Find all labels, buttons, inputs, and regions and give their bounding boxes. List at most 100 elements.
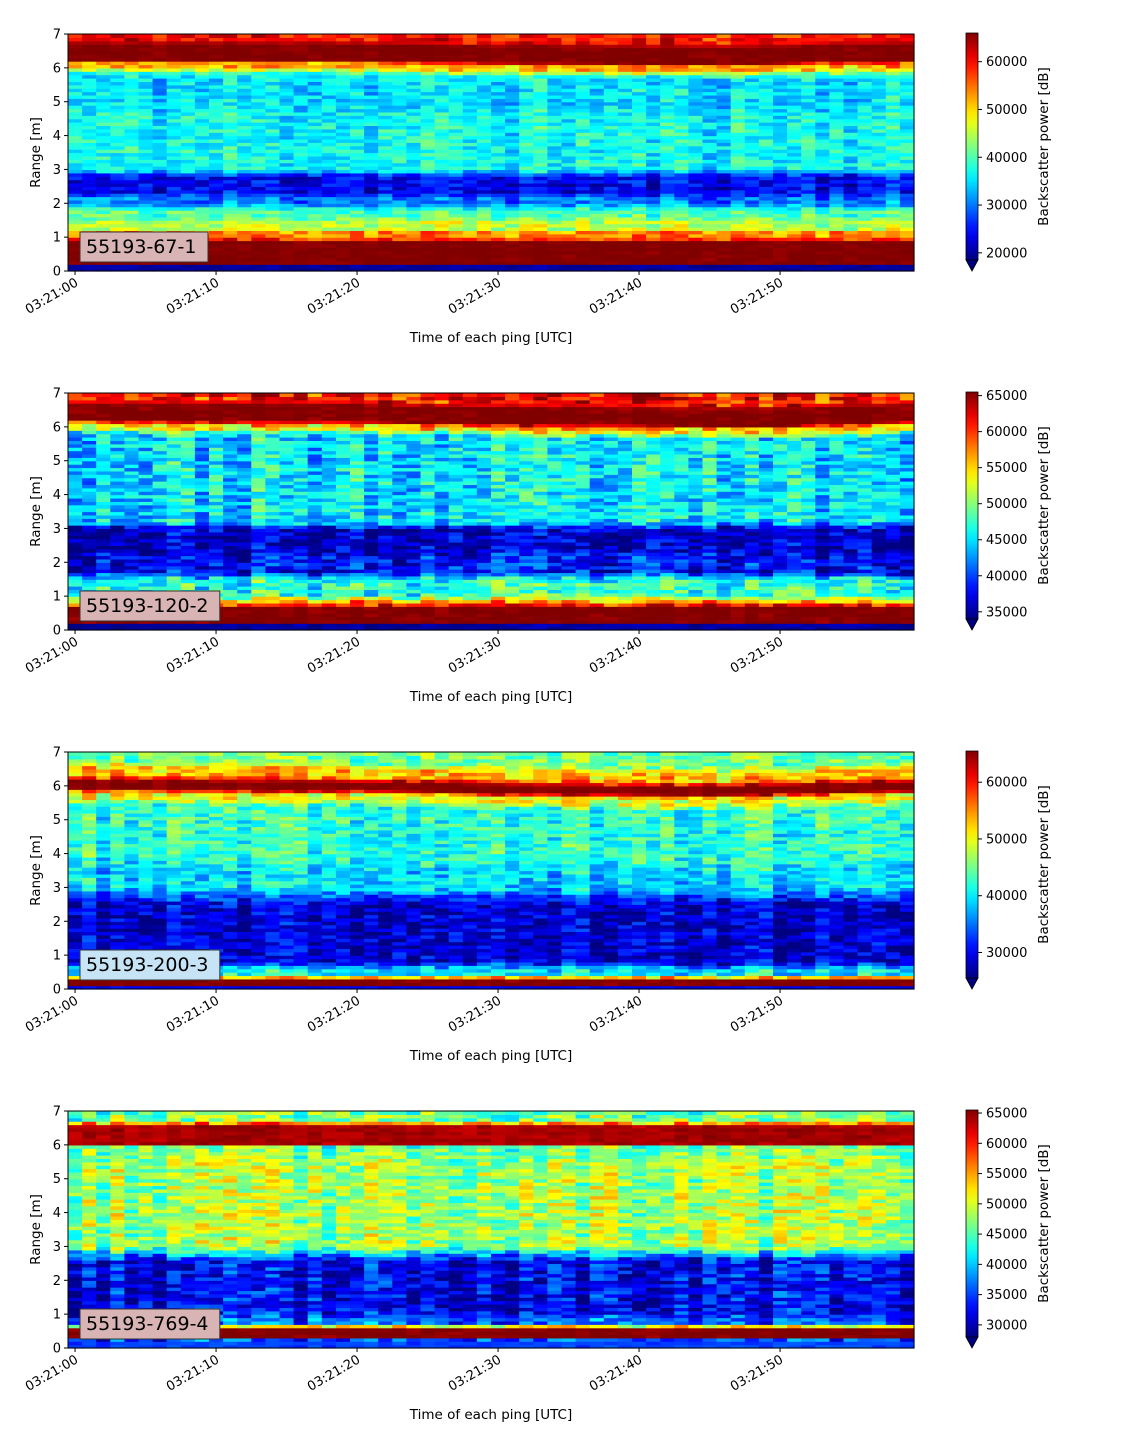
heatmap-cell	[787, 78, 802, 82]
heatmap-cell	[801, 166, 816, 171]
heatmap-cell	[448, 220, 464, 225]
heatmap-cell	[688, 128, 704, 133]
heatmap-cell	[476, 176, 492, 181]
heatmap-cell	[392, 240, 407, 245]
heatmap-cell	[406, 260, 422, 265]
heatmap-cell	[209, 169, 224, 174]
heatmap-cell	[829, 61, 845, 66]
heatmap-cell	[603, 199, 619, 204]
heatmap-cell	[674, 122, 689, 127]
heatmap-cell	[871, 233, 887, 238]
heatmap-cell	[857, 179, 873, 184]
heatmap-cell	[321, 189, 337, 194]
heatmap-cell	[152, 145, 168, 150]
heatmap-cell	[829, 115, 845, 120]
heatmap-cell	[589, 111, 605, 116]
heatmap-cell	[68, 54, 83, 59]
heatmap-cell	[632, 142, 647, 147]
heatmap-cell	[744, 64, 760, 69]
heatmap-cell	[96, 54, 111, 59]
heatmap-cell	[519, 40, 534, 45]
heatmap-cell	[688, 101, 704, 106]
heatmap-cell	[815, 115, 830, 120]
heatmap-cell	[251, 67, 266, 72]
heatmap-cell	[364, 149, 379, 154]
heatmap-cell	[209, 81, 224, 86]
heatmap-cell	[660, 149, 675, 154]
heatmap-cell	[857, 243, 873, 248]
heatmap-cell	[138, 206, 154, 211]
heatmap-cell	[462, 203, 478, 208]
heatmap-cell	[589, 155, 605, 160]
heatmap-cell	[899, 250, 915, 255]
heatmap-cell	[660, 243, 675, 248]
heatmap-cell	[519, 115, 534, 120]
heatmap-cell	[237, 186, 252, 191]
heatmap-cell	[688, 71, 704, 76]
heatmap-cell	[646, 172, 661, 177]
heatmap-cell	[434, 166, 450, 171]
heatmap-cell	[519, 213, 534, 218]
heatmap-cell	[702, 122, 718, 127]
heatmap-cell	[279, 152, 295, 157]
heatmap-cell	[660, 166, 675, 171]
heatmap-cell	[448, 149, 464, 154]
heatmap-cell	[350, 247, 365, 252]
heatmap-cell	[392, 44, 407, 49]
heatmap-cell	[857, 101, 873, 106]
heatmap-cell	[223, 189, 238, 194]
heatmap-cell	[674, 186, 689, 191]
heatmap-cell	[293, 91, 309, 96]
heatmap-cell	[885, 91, 901, 96]
heatmap-cell	[589, 149, 605, 154]
heatmap-cell	[68, 37, 83, 42]
heatmap-cell	[575, 260, 591, 265]
heatmap-cell	[547, 91, 563, 96]
heatmap-cell	[223, 149, 238, 154]
heatmap-cell	[519, 142, 534, 147]
heatmap-cell	[279, 226, 295, 231]
heatmap-cell	[857, 88, 873, 93]
heatmap-cell	[575, 132, 591, 137]
heatmap-cell	[674, 78, 689, 82]
heatmap-cell	[279, 182, 295, 187]
heatmap-cell	[420, 179, 436, 184]
heatmap-cell	[138, 74, 154, 79]
heatmap-cell	[420, 71, 436, 76]
heatmap-cell	[575, 54, 591, 59]
heatmap-cell	[843, 230, 859, 235]
heatmap-cell	[843, 159, 859, 164]
heatmap-cell	[265, 162, 281, 167]
heatmap-cell	[237, 44, 252, 49]
heatmap-cell	[251, 84, 266, 89]
heatmap-cell	[730, 267, 746, 272]
heatmap-cell	[392, 206, 407, 211]
heatmap-cell	[335, 199, 351, 204]
heatmap-cell	[589, 223, 605, 228]
heatmap-cell	[180, 149, 196, 154]
heatmap-cell	[829, 193, 845, 198]
heatmap-cell	[815, 81, 830, 86]
heatmap-cell	[547, 237, 563, 242]
heatmap-cell	[505, 122, 520, 127]
heatmap-cell	[378, 128, 393, 133]
heatmap-cell	[124, 149, 140, 154]
heatmap-cell	[716, 94, 732, 99]
heatmap-cell	[505, 243, 520, 248]
heatmap-cell	[293, 247, 309, 252]
heatmap-cell	[505, 145, 520, 150]
heatmap-cell	[321, 50, 337, 55]
heatmap-cell	[589, 196, 605, 201]
heatmap-cell	[646, 149, 661, 154]
heatmap-cell	[293, 254, 309, 259]
heatmap-cell	[547, 159, 563, 164]
heatmap-cell	[843, 169, 859, 174]
heatmap-cell	[533, 50, 548, 55]
heatmap-cell	[702, 145, 718, 150]
heatmap-cell	[209, 247, 224, 252]
heatmap-cell	[885, 115, 901, 120]
heatmap-cell	[716, 61, 732, 66]
heatmap-cell	[787, 264, 802, 269]
heatmap-cell	[815, 44, 830, 49]
heatmap-cell	[350, 67, 365, 72]
